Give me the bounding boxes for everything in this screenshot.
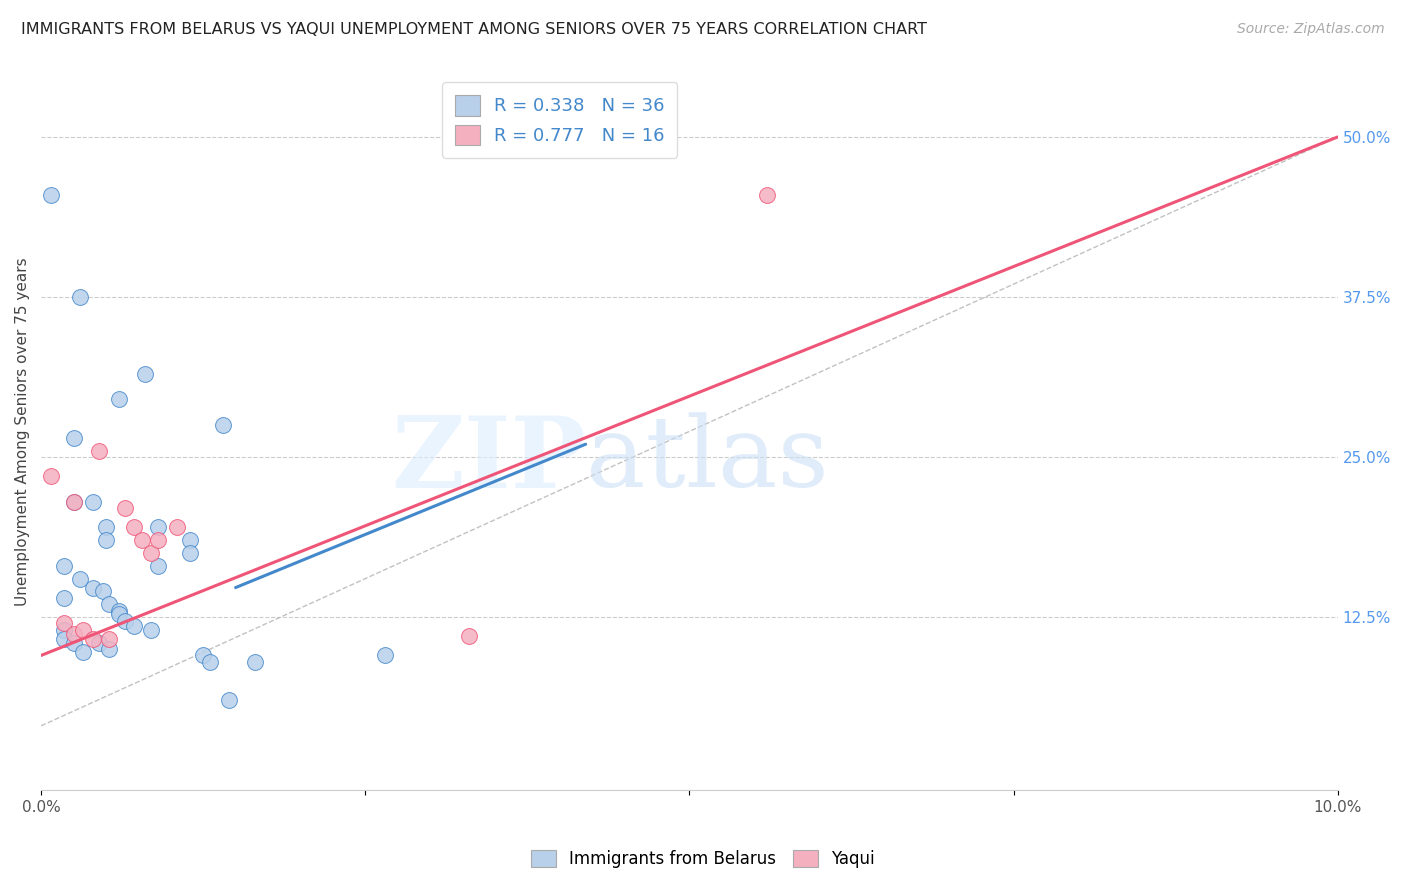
Legend: Immigrants from Belarus, Yaqui: Immigrants from Belarus, Yaqui <box>524 843 882 875</box>
Point <box>124 619 146 633</box>
Point <box>82 495 104 509</box>
Point <box>62 495 84 509</box>
Point <box>89 443 111 458</box>
Point <box>94 520 117 534</box>
Point <box>141 623 163 637</box>
Point <box>72 623 94 637</box>
Text: ZIP: ZIP <box>391 411 586 508</box>
Text: atlas: atlas <box>586 412 828 508</box>
Point <box>124 520 146 534</box>
Point <box>458 629 481 643</box>
Y-axis label: Unemployment Among Seniors over 75 years: Unemployment Among Seniors over 75 years <box>15 257 30 606</box>
Point <box>62 626 84 640</box>
Point <box>108 607 131 622</box>
Point <box>62 431 84 445</box>
Point <box>166 520 188 534</box>
Point <box>134 367 156 381</box>
Point <box>93 584 115 599</box>
Point <box>89 635 111 649</box>
Point <box>53 632 76 646</box>
Point <box>179 533 201 548</box>
Point <box>198 655 221 669</box>
Point <box>108 392 131 407</box>
Point <box>97 642 120 657</box>
Point <box>179 546 201 560</box>
Point <box>374 648 396 663</box>
Point <box>141 546 163 560</box>
Point <box>146 533 169 548</box>
Point <box>53 616 76 631</box>
Point <box>94 533 117 548</box>
Point <box>53 591 76 605</box>
Point <box>756 187 779 202</box>
Point <box>97 597 120 611</box>
Point <box>62 635 84 649</box>
Point <box>243 655 266 669</box>
Point <box>218 693 240 707</box>
Text: Source: ZipAtlas.com: Source: ZipAtlas.com <box>1237 22 1385 37</box>
Point <box>53 623 76 637</box>
Point <box>131 533 153 548</box>
Point <box>53 558 76 573</box>
Point <box>69 290 91 304</box>
Point <box>146 520 169 534</box>
Point <box>72 644 94 658</box>
Point <box>82 581 104 595</box>
Text: IMMIGRANTS FROM BELARUS VS YAQUI UNEMPLOYMENT AMONG SENIORS OVER 75 YEARS CORREL: IMMIGRANTS FROM BELARUS VS YAQUI UNEMPLO… <box>21 22 927 37</box>
Point <box>193 648 215 663</box>
Legend: R = 0.338   N = 36, R = 0.777   N = 16: R = 0.338 N = 36, R = 0.777 N = 16 <box>441 82 678 158</box>
Point <box>62 495 84 509</box>
Point <box>114 501 136 516</box>
Point <box>108 604 131 618</box>
Point <box>41 469 63 483</box>
Point <box>41 187 63 202</box>
Point <box>97 632 120 646</box>
Point <box>211 417 233 432</box>
Point <box>146 558 169 573</box>
Point <box>69 572 91 586</box>
Point <box>82 632 104 646</box>
Point <box>114 614 136 628</box>
